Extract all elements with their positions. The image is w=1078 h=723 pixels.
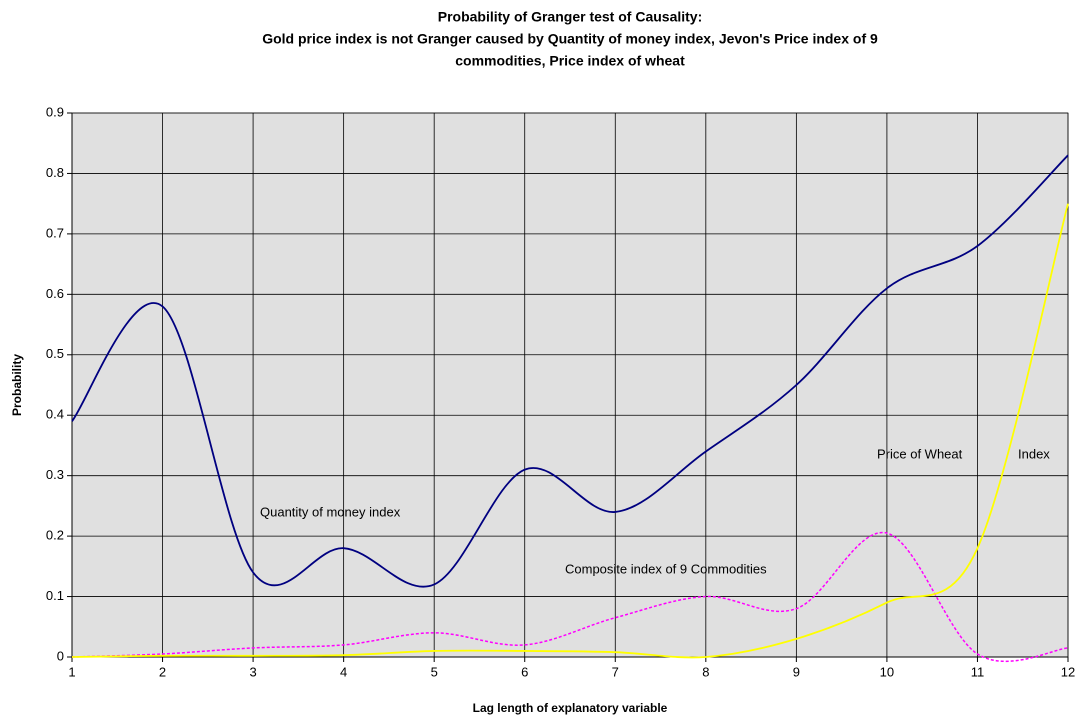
y-axis-label: Probability [10,354,24,416]
series-line [71,532,1069,663]
x-axis-label: Lag length of explanatory variable [473,701,668,715]
plot-area [71,112,1069,658]
x-tick-label: 10 [880,664,894,679]
x-tick-label: 2 [159,664,166,679]
y-tick-label: 0.7 [46,225,64,240]
y-tick-label: 0.5 [46,346,64,361]
x-tick-label: 5 [431,664,438,679]
y-tick-label: 0.8 [46,165,64,180]
x-tick-label: 6 [521,664,528,679]
x-tick-label: 4 [340,664,347,679]
chart-title: commodities, Price index of wheat [455,53,685,69]
annotation: Price of Wheat [877,446,963,461]
annotation: Quantity of money index [260,504,401,519]
y-tick-label: 0 [57,648,64,663]
y-tick-label: 0.9 [46,104,64,119]
x-tick-label: 7 [612,664,619,679]
x-tick-label: 9 [793,664,800,679]
x-tick-label: 11 [971,664,985,679]
x-tick-label: 8 [702,664,709,679]
annotation: Composite index of 9 Commodities [565,561,767,576]
y-tick-label: 0.2 [46,528,64,543]
series-line [71,203,1069,659]
y-tick-label: 0.3 [46,467,64,482]
y-tick-label: 0.4 [46,407,64,422]
x-tick-label: 1 [68,664,75,679]
y-tick-label: 0.6 [46,286,64,301]
y-tick-label: 0.1 [46,588,64,603]
chart-title: Gold price index is not Granger caused b… [262,31,878,47]
x-tick-label: 3 [249,664,256,679]
chart-title: Probability of Granger test of Causality… [438,9,703,25]
x-tick-label: 12 [1061,664,1075,679]
annotation: Index [1018,446,1050,461]
series-line [71,154,1069,588]
